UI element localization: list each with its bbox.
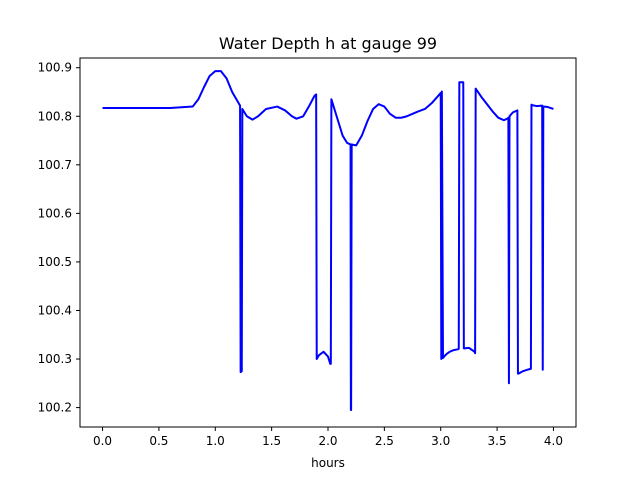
y-tick-label: 100.6	[38, 206, 72, 220]
x-axis: 0.0 0.5 1.0 1.5 2.0 2.5 3.0 3.5 4.0	[93, 427, 563, 448]
x-axis-label: hours	[311, 456, 345, 470]
y-tick-label: 100.9	[38, 61, 72, 75]
plot-area	[102, 70, 554, 412]
x-tick-label: 3.5	[488, 434, 507, 448]
x-tick-label: 2.5	[375, 434, 394, 448]
x-tick-label: 1.0	[206, 434, 225, 448]
x-tick-label: 0.0	[93, 434, 112, 448]
y-tick-label: 100.4	[38, 303, 72, 317]
y-tick-label: 100.5	[38, 255, 72, 269]
x-tick-label: 0.5	[149, 434, 168, 448]
x-tick-label: 2.0	[318, 434, 337, 448]
y-axis: 100.2 100.3 100.4 100.5 100.6 100.7 100.8 100.9	[38, 61, 80, 415]
series-line-0	[102, 70, 554, 412]
y-tick-label: 100.2	[38, 401, 72, 415]
y-tick-label: 100.8	[38, 109, 72, 123]
x-tick-label: 3.0	[431, 434, 450, 448]
y-tick-label: 100.3	[38, 352, 72, 366]
x-tick-label: 4.0	[544, 434, 563, 448]
chart-title: Water Depth h at gauge 99	[219, 34, 437, 53]
axes-frame	[79, 57, 577, 428]
x-tick-label: 1.5	[262, 434, 281, 448]
y-tick-label: 100.7	[38, 158, 72, 172]
